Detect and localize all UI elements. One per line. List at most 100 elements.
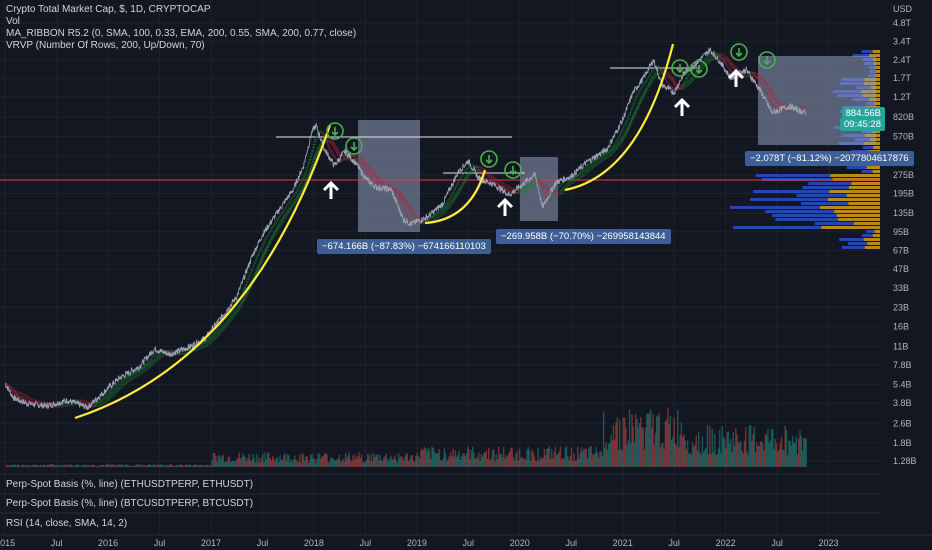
volume-bar bbox=[659, 446, 662, 467]
volume-bar bbox=[595, 446, 597, 467]
volume-bar bbox=[148, 464, 150, 467]
vrvp-up-bar bbox=[733, 226, 822, 229]
volume-bar bbox=[52, 464, 54, 467]
pane-label-eth-basis[interactable]: Perp-Spot Basis (%, line) (ETHUSDTPERP, … bbox=[6, 479, 254, 490]
volume-bar bbox=[804, 437, 806, 467]
vrvp-up-bar bbox=[814, 222, 854, 225]
volume-bar bbox=[145, 465, 148, 467]
volume-bar bbox=[528, 450, 531, 467]
volume-bar bbox=[194, 464, 196, 467]
indicator-panes bbox=[0, 473, 880, 514]
volume-bar bbox=[283, 455, 285, 467]
volume-bar bbox=[472, 446, 474, 467]
volume-bar bbox=[111, 464, 113, 467]
legend-vol[interactable]: Vol bbox=[6, 16, 20, 27]
volume-bar bbox=[254, 462, 257, 467]
vrvp-up-bar bbox=[841, 246, 865, 249]
pane-label-rsi[interactable]: RSI (14, close, SMA, 14, 2) bbox=[6, 518, 128, 529]
measure-boxes bbox=[358, 56, 876, 232]
volume-bar bbox=[752, 433, 754, 467]
volume-bar bbox=[715, 454, 717, 467]
time-axis[interactable]: 2015 Jul 2016 Jul 2017 Jul 2018 Jul 2019 Jul 2020 J… bbox=[0, 534, 932, 550]
measure-label-2019[interactable]: −269.958B (−70.70%) −269958143844 bbox=[496, 229, 671, 244]
volume-bar bbox=[468, 449, 470, 467]
pane-label-btc-basis[interactable]: Perp-Spot Basis (%, line) (BTCUSDTPERP, … bbox=[6, 498, 254, 509]
vrvp-down-bar bbox=[846, 194, 880, 197]
parabola-2017 bbox=[74, 124, 332, 420]
volume-bar bbox=[765, 434, 768, 467]
volume-bar bbox=[328, 462, 331, 467]
volume-bar bbox=[593, 454, 595, 467]
volume-bar bbox=[502, 446, 505, 467]
volume-bar bbox=[280, 459, 282, 467]
volume-bar bbox=[418, 458, 421, 467]
volume-bar bbox=[570, 448, 573, 467]
volume-bar bbox=[369, 461, 371, 467]
volume-bar bbox=[533, 456, 536, 467]
measure-box bbox=[758, 56, 876, 145]
volume-bar bbox=[63, 465, 65, 467]
down-arrow-icon bbox=[485, 155, 493, 165]
measure-label-2022[interactable]: −2.078T (−81.12%) −2077804617876 bbox=[745, 151, 914, 166]
volume-bar bbox=[557, 454, 559, 467]
volume-bar bbox=[187, 465, 190, 467]
volume-bar bbox=[100, 465, 102, 467]
x-tick-label: 2020 bbox=[510, 538, 530, 548]
volume-bar bbox=[196, 465, 198, 467]
volume-bar bbox=[18, 465, 21, 467]
volume-bar bbox=[686, 440, 689, 467]
volume-bar bbox=[241, 457, 243, 467]
volume-bar bbox=[139, 464, 142, 467]
volume-bar bbox=[612, 425, 615, 467]
volume-bar bbox=[576, 446, 579, 467]
volume-bar bbox=[85, 464, 87, 467]
volume-bar bbox=[656, 415, 658, 467]
volume-bar bbox=[607, 443, 610, 467]
y-tick-label: 2.6B bbox=[893, 418, 912, 428]
volume-bar bbox=[394, 455, 396, 467]
volume-bar bbox=[239, 458, 242, 467]
countdown-tag: 09:45:28 bbox=[840, 118, 885, 131]
volume-bar bbox=[637, 427, 639, 467]
volume-bar bbox=[530, 460, 532, 467]
volume-bar bbox=[522, 459, 525, 467]
volume-bar bbox=[520, 457, 522, 467]
volume-bar bbox=[664, 421, 667, 467]
volume-bar bbox=[238, 452, 240, 467]
volume-bar bbox=[331, 458, 333, 467]
volume-bar bbox=[778, 449, 780, 467]
volume-bar bbox=[596, 453, 599, 467]
volume-bar bbox=[642, 427, 644, 467]
volume-bar bbox=[332, 458, 334, 467]
y-tick-label: 3.4T bbox=[893, 36, 912, 46]
volume-bar bbox=[531, 449, 533, 467]
volume-bar bbox=[101, 464, 103, 467]
volume-bar bbox=[443, 448, 446, 467]
volume-bar bbox=[457, 454, 459, 467]
legend-ma-ribbon[interactable]: MA_RIBBON R5.2 (0, SMA, 100, 0.33, EMA, … bbox=[6, 28, 357, 39]
volume-bar bbox=[102, 464, 105, 467]
legend-title[interactable]: Crypto Total Market Cap, $, 1D, CRYPTOCA… bbox=[6, 4, 211, 15]
volume-bar bbox=[534, 460, 537, 467]
y-tick-label: 47B bbox=[893, 264, 909, 274]
volume-bar bbox=[463, 453, 465, 467]
price-axis[interactable]: USD4.8T3.4T2.4T1.7T1.2T820B570B395B275B1… bbox=[880, 0, 932, 535]
x-tick-label: 2021 bbox=[613, 538, 633, 548]
volume-bar bbox=[105, 464, 107, 467]
volume-bar bbox=[74, 465, 76, 467]
legend-vrvp[interactable]: VRVP (Number Of Rows, 200, Up/Down, 70) bbox=[6, 40, 205, 51]
measure-label-2018[interactable]: −674.166B (−87.83%) −674166110103 bbox=[317, 239, 491, 254]
volume-bar bbox=[602, 411, 605, 467]
volume-bar bbox=[61, 465, 64, 467]
volume-bar bbox=[717, 448, 720, 467]
volume-bar bbox=[719, 429, 721, 467]
volume-bar bbox=[66, 464, 69, 467]
volume-bar bbox=[312, 458, 315, 467]
volume-bar bbox=[213, 453, 216, 467]
volume-bar bbox=[178, 465, 180, 467]
volume-bar bbox=[44, 465, 47, 467]
volume-bar bbox=[121, 464, 123, 467]
volume-bar bbox=[22, 464, 24, 467]
volume-bar bbox=[294, 455, 296, 467]
